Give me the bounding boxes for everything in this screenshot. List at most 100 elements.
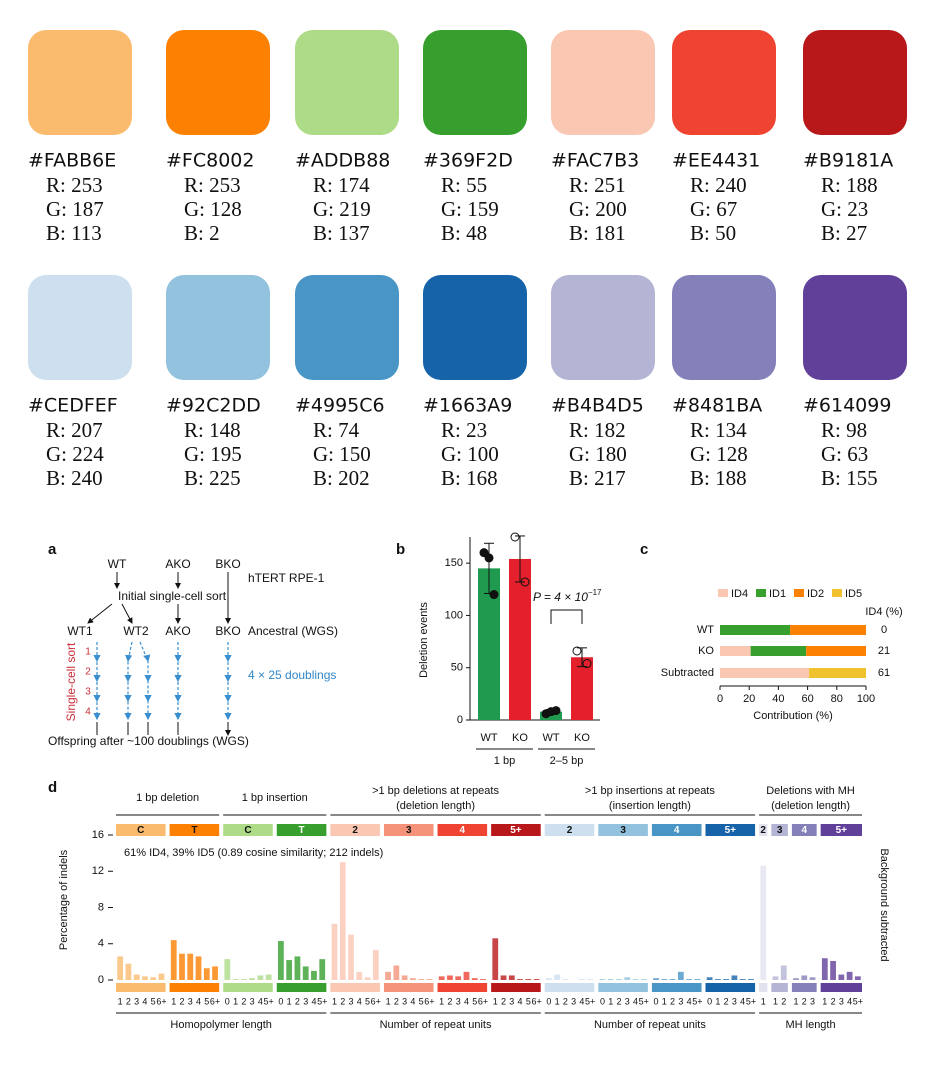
x-tick-label: 5+ [317, 996, 327, 1006]
x-tick-label: 3 [402, 996, 407, 1006]
x-axis-label: Homopolymer length [170, 1019, 272, 1031]
channel-value: B: 113 [46, 221, 102, 245]
sort-label: Single-cell sort [64, 642, 78, 721]
channel-value: R: 98 [821, 418, 867, 442]
x-tick-label: 5+ [585, 996, 595, 1006]
x-tick-label: 3 [134, 996, 139, 1006]
channel-value: B: 137 [313, 221, 370, 245]
legend-swatch [794, 589, 804, 597]
bar [809, 977, 816, 980]
section-title: 1 bp deletion [136, 792, 199, 804]
bar [607, 979, 614, 980]
channel-value: R: 55 [441, 173, 487, 197]
x-tick-label: 4 [258, 996, 263, 1006]
channel-value: R: 23 [441, 418, 487, 442]
hex-code: #614099 [803, 395, 891, 417]
channel-value: R: 253 [46, 173, 103, 197]
x-tick-label: 2 [179, 996, 184, 1006]
legend-swatch [832, 589, 842, 597]
bar [830, 960, 836, 980]
side-label: Background subtracted [878, 848, 890, 961]
value-label: 21 [878, 645, 890, 657]
x-tick-label: 6+ [210, 996, 220, 1006]
bar [356, 971, 363, 980]
p-value-base: P = 4 × 10 [533, 590, 588, 604]
group-label: T [299, 825, 305, 836]
swatch [166, 30, 270, 135]
hex-code: #EE4431 [672, 150, 760, 172]
channel-value: R: 148 [184, 418, 241, 442]
bar [385, 971, 391, 980]
bar [480, 979, 486, 980]
channel-value: G: 150 [313, 442, 371, 466]
section-title: (insertion length) [609, 800, 691, 812]
bar [125, 963, 132, 980]
channel-value: G: 67 [690, 197, 737, 221]
data-point [484, 553, 494, 563]
swatch [423, 30, 527, 135]
bar [170, 940, 177, 980]
data-point [582, 659, 592, 669]
section-title: (deletion length) [771, 800, 850, 812]
section-title: (deletion length) [396, 800, 475, 812]
x-axis-label: Number of repeat units [594, 1019, 706, 1031]
group-band [791, 824, 817, 836]
x-tick-label: 2 [394, 996, 399, 1006]
round: 4 [85, 707, 91, 718]
swatch [551, 30, 655, 135]
group-label: 3 [620, 825, 626, 836]
bar [364, 977, 371, 980]
strain: BKO [215, 557, 240, 571]
bar [331, 923, 338, 980]
x-tick-label: 3 [810, 996, 815, 1006]
channel-value: R: 188 [821, 173, 878, 197]
x-tick-label: 4 [357, 996, 362, 1006]
x-tick-label: 2 [670, 996, 675, 1006]
hex-code: #FC8002 [166, 150, 254, 172]
p-value-exponent: −17 [588, 588, 602, 597]
group-label: 3 [406, 825, 412, 836]
y-tick-label: 50 [451, 662, 463, 674]
channel-value: B: 188 [690, 466, 747, 490]
channel-value: R: 74 [313, 418, 360, 442]
group-band [820, 824, 862, 836]
hex-code: #4995C6 [295, 395, 385, 417]
bar [257, 975, 264, 980]
x-tick-label: 5 [204, 996, 209, 1006]
bar [616, 979, 622, 980]
bar-segment [809, 668, 866, 678]
clone: AKO [165, 624, 190, 638]
y-tick-label: 0 [98, 974, 104, 986]
data-point [489, 590, 499, 600]
swatch [423, 275, 527, 380]
bar [694, 979, 701, 980]
group-label: 2 [760, 825, 766, 836]
section-title: >1 bp deletions at repeats [372, 785, 499, 797]
x-tick-label: 0 [707, 996, 712, 1006]
value-label: 0 [881, 624, 887, 636]
strain: WT [108, 557, 127, 571]
x-tick-label: 4 [518, 996, 523, 1006]
x-tick-label: 4 [847, 996, 852, 1006]
x-tick-label: 0 [600, 996, 605, 1006]
group-band [169, 824, 220, 836]
bar [525, 979, 532, 980]
bar [739, 979, 746, 980]
x-tick-label: 1 [662, 996, 667, 1006]
x-tick-label: 3 [188, 996, 193, 1006]
x-tick-label: 1 [439, 996, 444, 1006]
y-tick-label: 150 [445, 557, 463, 569]
data-point [510, 532, 520, 542]
swatch [295, 275, 399, 380]
arrow [124, 641, 133, 721]
x-tick-label: 2 [831, 996, 836, 1006]
x-tick-label: 1 [171, 996, 176, 1006]
bar [372, 950, 379, 980]
hex-code: #B4B4D5 [551, 395, 644, 417]
group-band [771, 983, 788, 992]
bar [846, 971, 853, 980]
x-tick-label: 3 [509, 996, 514, 1006]
section-title: >1 bp insertions at repeats [585, 785, 715, 797]
hex-code: #8481BA [672, 395, 762, 417]
bar [418, 979, 425, 980]
